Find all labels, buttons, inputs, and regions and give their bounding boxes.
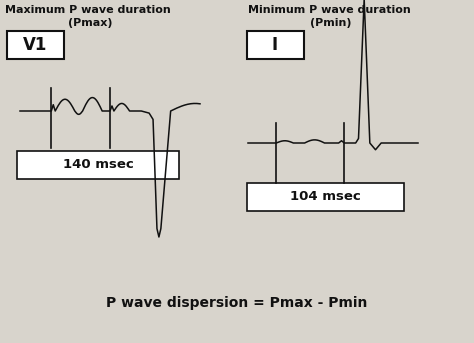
FancyBboxPatch shape	[247, 31, 304, 59]
FancyBboxPatch shape	[17, 151, 179, 179]
Text: Maximum P wave duration: Maximum P wave duration	[5, 5, 171, 15]
Text: (Pmax): (Pmax)	[68, 18, 112, 28]
Text: 104 msec: 104 msec	[290, 190, 360, 203]
Text: Minimum P wave duration: Minimum P wave duration	[248, 5, 411, 15]
FancyBboxPatch shape	[7, 31, 64, 59]
Text: 140 msec: 140 msec	[63, 158, 133, 172]
Text: (Pmin): (Pmin)	[310, 18, 352, 28]
Text: P wave dispersion = Pmax - Pmin: P wave dispersion = Pmax - Pmin	[106, 296, 368, 310]
FancyBboxPatch shape	[247, 183, 404, 211]
Text: V1: V1	[23, 36, 47, 54]
Text: I: I	[272, 36, 278, 54]
